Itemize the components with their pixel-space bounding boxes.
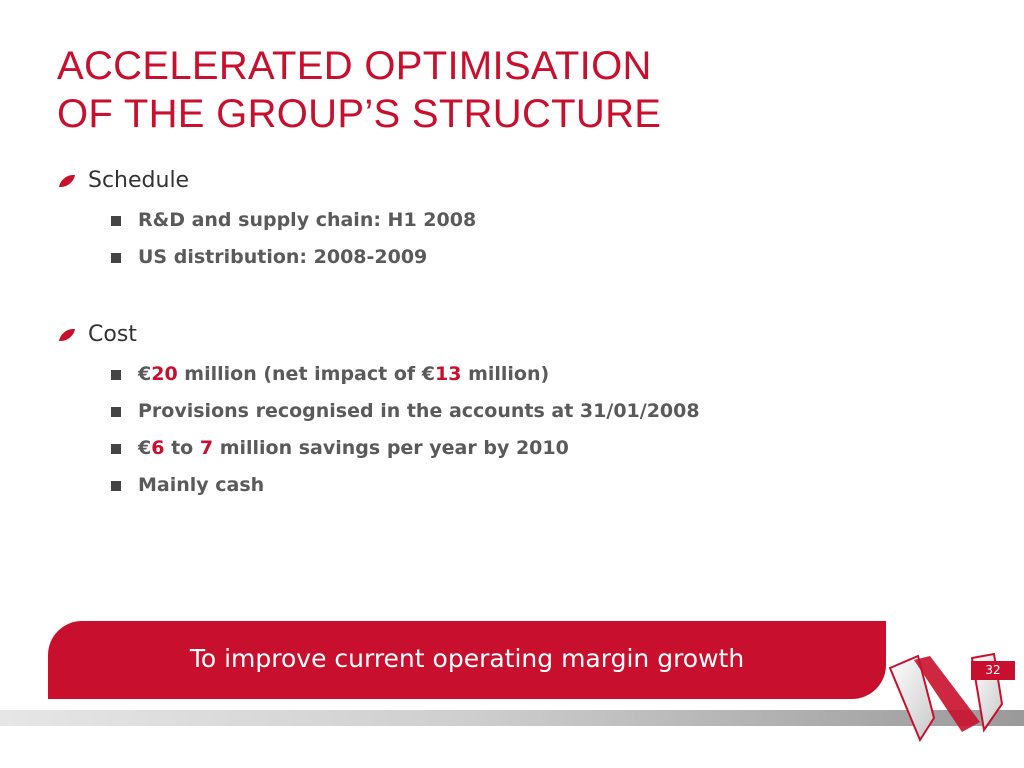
- conclusion-banner: To improve current operating margin grow…: [48, 621, 886, 699]
- square-bullet-icon: [111, 216, 121, 226]
- page-number: 32: [971, 661, 1015, 680]
- list-item-text: €6 to 7 million savings per year by 2010: [138, 437, 569, 459]
- slide-title: ACCELERATED OPTIMISATION OF THE GROUP’S …: [57, 42, 661, 138]
- square-bullet-icon: [111, 407, 121, 417]
- square-bullet-icon: [111, 370, 121, 380]
- section-label: Schedule: [88, 168, 190, 193]
- square-bullet-icon: [111, 253, 121, 263]
- list-item-text: €20 million (net impact of €13 million): [138, 363, 550, 385]
- red-leaf-icon: [58, 329, 76, 341]
- list-item-text: US distribution: 2008-2009: [138, 246, 428, 268]
- footer-gradient-bar: [0, 710, 1024, 726]
- red-leaf-icon: [58, 175, 76, 187]
- section-label: Cost: [88, 322, 137, 347]
- list-item-text: R&D and supply chain: H1 2008: [138, 209, 477, 231]
- list-item-text: Mainly cash: [138, 474, 265, 496]
- list-item-text: Provisions recognised in the accounts at…: [138, 400, 700, 422]
- square-bullet-icon: [111, 444, 121, 454]
- banner-text: To improve current operating margin grow…: [189, 644, 745, 673]
- title-line-2: OF THE GROUP’S STRUCTURE: [57, 92, 662, 136]
- title-line-1: ACCELERATED OPTIMISATION: [57, 44, 652, 88]
- square-bullet-icon: [111, 481, 121, 491]
